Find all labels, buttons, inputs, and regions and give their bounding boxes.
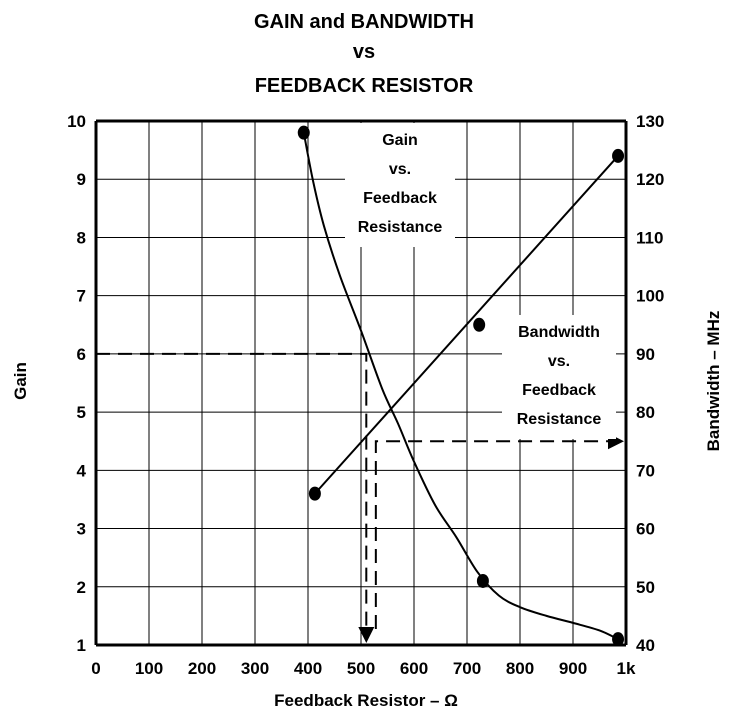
y-left-tick-label: 5 xyxy=(77,403,86,422)
y-right-tick-label: 80 xyxy=(636,403,655,422)
reference-lines xyxy=(96,352,624,643)
bandwidth-reference-line xyxy=(374,440,610,629)
gain-annotation-text-line: Resistance xyxy=(358,219,443,236)
y-left-axis-label: Gain xyxy=(11,362,30,400)
tick-label-layer: 0 100 200 300 400 500 600 700 800 900 1k 1 2 3 4 5 6 7 8 9 1… xyxy=(67,112,664,678)
chart-title-line-2: vs xyxy=(353,41,375,63)
x-tick-label: 100 xyxy=(135,659,163,678)
x-tick-label: 400 xyxy=(294,659,322,678)
y-left-tick-label: 7 xyxy=(77,287,86,306)
gain-annotation-background xyxy=(345,123,455,247)
bandwidth-annotation-text-line: vs. xyxy=(548,353,570,370)
gain-reference-line xyxy=(96,352,368,629)
bandwidth-annotation-text-line: Bandwidth xyxy=(518,324,600,341)
bandwidth-annotation-text-line: Feedback xyxy=(522,382,596,399)
bandwidth-data-point xyxy=(473,317,486,332)
y-right-tick-label: 70 xyxy=(636,461,655,480)
gain-annotation-text-line: Gain xyxy=(382,132,418,149)
y-left-tick-label: 3 xyxy=(77,520,86,539)
x-tick-label: 500 xyxy=(347,659,375,678)
y-left-tick-label: 9 xyxy=(77,170,86,189)
y-left-tick-label: 1 xyxy=(77,636,86,655)
series-layer xyxy=(297,125,625,647)
y-right-tick-label: 90 xyxy=(636,345,655,364)
x-tick-label: 300 xyxy=(241,659,269,678)
gain-series-line xyxy=(302,132,619,641)
bandwidth-annotation-text-line: Resistance xyxy=(517,411,602,428)
x-tick-label: 700 xyxy=(453,659,481,678)
gain-annotation-text-line: vs. xyxy=(389,161,411,178)
bandwidth-data-point xyxy=(308,486,321,501)
bandwidth-data-point xyxy=(612,148,625,163)
y-right-tick-label: 110 xyxy=(636,228,663,247)
gain-reference-arrowhead xyxy=(358,627,375,643)
gain-annotation: Gain vs. Feedback Resistance xyxy=(345,123,455,247)
bandwidth-annotation-background xyxy=(502,315,616,439)
gain-annotation-text-line: Feedback xyxy=(363,190,437,207)
gain-data-point xyxy=(476,573,489,588)
y-right-tick-label: 50 xyxy=(636,578,655,597)
y-left-tick-label: 6 xyxy=(77,345,86,364)
gain-data-point xyxy=(297,125,310,140)
y-right-tick-label: 40 xyxy=(636,636,655,655)
x-tick-label: 600 xyxy=(400,659,428,678)
y-right-tick-label: 120 xyxy=(636,170,664,189)
x-tick-label: 0 xyxy=(91,659,100,678)
y-right-tick-label: 130 xyxy=(636,112,664,131)
x-tick-label: 1k xyxy=(617,659,636,678)
chart-title-line-3: FEEDBACK RESISTOR xyxy=(255,75,474,97)
bandwidth-series-line xyxy=(314,155,619,495)
x-tick-label: 800 xyxy=(506,659,534,678)
y-left-tick-label: 4 xyxy=(77,461,87,480)
x-axis-label: Feedback Resistor – Ω xyxy=(274,691,458,710)
bandwidth-annotation: Bandwidth vs. Feedback Resistance xyxy=(502,315,616,439)
y-left-tick-label: 2 xyxy=(77,578,86,597)
y-right-tick-label: 100 xyxy=(636,287,664,306)
y-left-tick-label: 10 xyxy=(67,112,86,131)
x-tick-label: 200 xyxy=(188,659,216,678)
y-right-tick-label: 60 xyxy=(636,520,655,539)
chart-title-line-1: GAIN and BANDWIDTH xyxy=(254,11,474,33)
x-tick-label: 900 xyxy=(559,659,587,678)
y-left-tick-label: 8 xyxy=(77,228,86,247)
gain-data-point xyxy=(612,632,625,647)
y-right-axis-label: Bandwidth – MHz xyxy=(704,311,723,452)
